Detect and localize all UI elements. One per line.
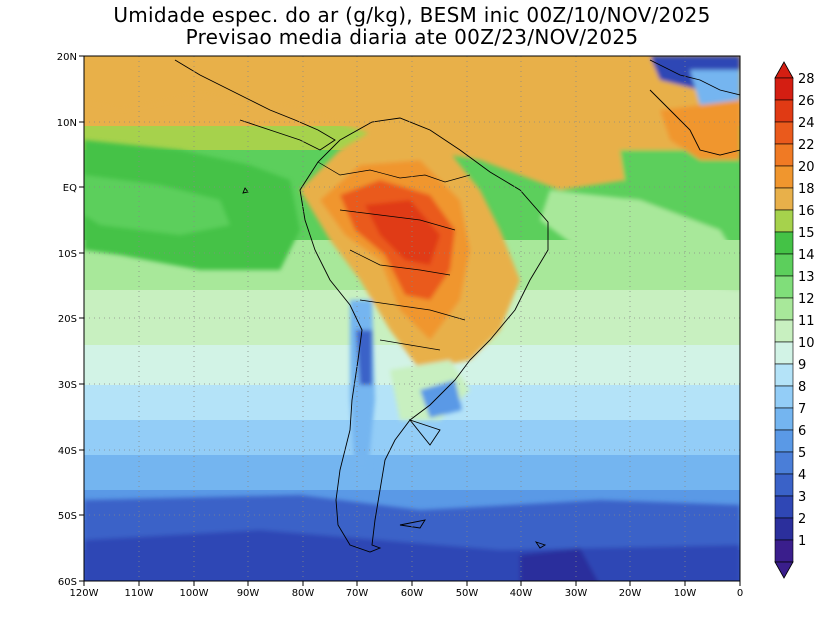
lon-label: 70W	[346, 588, 369, 599]
lat-labels: 20N 10N EQ 10S 20S 30S 40S 50S 60S	[57, 52, 77, 588]
colorbar-swatch	[774, 407, 794, 431]
coastlines	[174, 59, 740, 553]
lat-label: 10S	[58, 249, 77, 260]
lat-label: 10N	[57, 118, 77, 129]
lat-label: 30S	[58, 380, 77, 391]
colorbar-label: 13	[798, 270, 815, 285]
band-42s	[84, 455, 740, 490]
colorbar-label: 16	[798, 204, 815, 219]
colorbar-label: 4	[798, 468, 806, 483]
lon-labels: 120W 110W 100W 90W 80W 70W 60W 50W 40W 3…	[70, 588, 744, 599]
colorbar-swatch	[774, 231, 794, 255]
southern-ocean-deepest	[520, 548, 598, 581]
colorbar-label: 1	[798, 534, 806, 549]
lon-label: 10W	[674, 588, 697, 599]
lat-label: 20N	[57, 52, 77, 63]
lon-label: 110W	[125, 588, 154, 599]
lon-label: 90W	[237, 588, 260, 599]
africa-moist	[660, 100, 740, 160]
lon-label: 40W	[510, 588, 533, 599]
colorbar-swatch	[774, 297, 794, 321]
colorbar-label: 10	[798, 336, 815, 351]
sa-moist-peak	[365, 200, 440, 265]
lat-label: 40S	[58, 446, 77, 457]
lon-label: 100W	[180, 588, 209, 599]
lon-label: 20W	[619, 588, 642, 599]
colorbar-swatch	[774, 473, 794, 497]
colorbar-label: 9	[798, 358, 806, 373]
colorbar-swatch	[774, 341, 794, 365]
colorbar-arrow-bottom	[774, 561, 794, 579]
lon-label: 80W	[292, 588, 315, 599]
colorbar-swatch	[774, 363, 794, 387]
lat-label: 60S	[58, 577, 77, 588]
title-line-1: Umidade espec. do ar (g/kg), BESM inic 0…	[113, 3, 710, 27]
colorbar-label: 3	[798, 490, 806, 505]
colorbar-swatch	[774, 121, 794, 145]
lon-label: 120W	[70, 588, 99, 599]
colorbar-label: 18	[798, 182, 815, 197]
central-america-outline	[174, 59, 336, 151]
colorbar-label: 14	[798, 248, 815, 263]
colorbar-arrow-top	[774, 61, 794, 79]
islands	[242, 187, 547, 549]
lon-label: 30W	[565, 588, 588, 599]
rio-plata-blue	[420, 380, 462, 418]
axis-ticks	[79, 55, 741, 586]
colorbar-swatch	[774, 99, 794, 123]
colorbar-swatch	[774, 77, 794, 101]
colorbar-swatch	[774, 187, 794, 211]
colorbar-label: 11	[798, 314, 815, 329]
lat-label: 20S	[58, 314, 77, 325]
africa-west-outline	[649, 89, 740, 156]
colorbar-label: 26	[798, 94, 815, 109]
colorbar-swatch	[774, 429, 794, 453]
colorbar-label: 5	[798, 446, 806, 461]
colorbar-label: 15	[798, 226, 815, 241]
colorbar-swatch	[774, 143, 794, 167]
atlantic-light-green	[540, 190, 740, 290]
colorbar: 28 26 24 22 20 18 16 15 14 13 12 11 10 9 8 7 6 5 4 3 2 1	[774, 61, 815, 579]
country-borders	[317, 161, 471, 351]
colorbar-swatch	[774, 385, 794, 409]
colorbar-swatch	[774, 319, 794, 343]
colorbar-swatch	[774, 275, 794, 299]
lon-label: 0	[737, 588, 743, 599]
pacific-green-core	[84, 175, 230, 235]
band-35s	[84, 420, 740, 455]
colorbar-label: 22	[798, 138, 815, 153]
colorbar-swatch	[774, 209, 794, 233]
lon-label: 50W	[456, 588, 479, 599]
africa-north-outline	[649, 59, 740, 96]
lat-label: 50S	[58, 511, 77, 522]
colorbar-label: 2	[798, 512, 806, 527]
colorbar-swatch	[774, 517, 794, 541]
colorbar-label: 12	[798, 292, 815, 307]
colorbar-label: 24	[798, 116, 815, 131]
colorbar-swatch	[774, 451, 794, 475]
colorbar-label: 20	[798, 160, 815, 175]
lat-label: EQ	[63, 183, 77, 194]
colorbar-label: 8	[798, 380, 806, 395]
colorbar-label: 6	[798, 424, 806, 439]
lon-label: 60W	[401, 588, 424, 599]
south-america-outline	[299, 117, 549, 553]
colorbar-swatch	[774, 253, 794, 277]
colorbar-label: 28	[798, 72, 815, 87]
humidity-field	[84, 56, 740, 581]
colorbar-swatch	[774, 495, 794, 519]
colorbar-swatch	[774, 539, 794, 563]
title-line-2: Previsao media diaria ate 00Z/23/NOV/202…	[186, 25, 639, 49]
colorbar-label: 7	[798, 402, 806, 417]
colorbar-swatch	[774, 165, 794, 189]
